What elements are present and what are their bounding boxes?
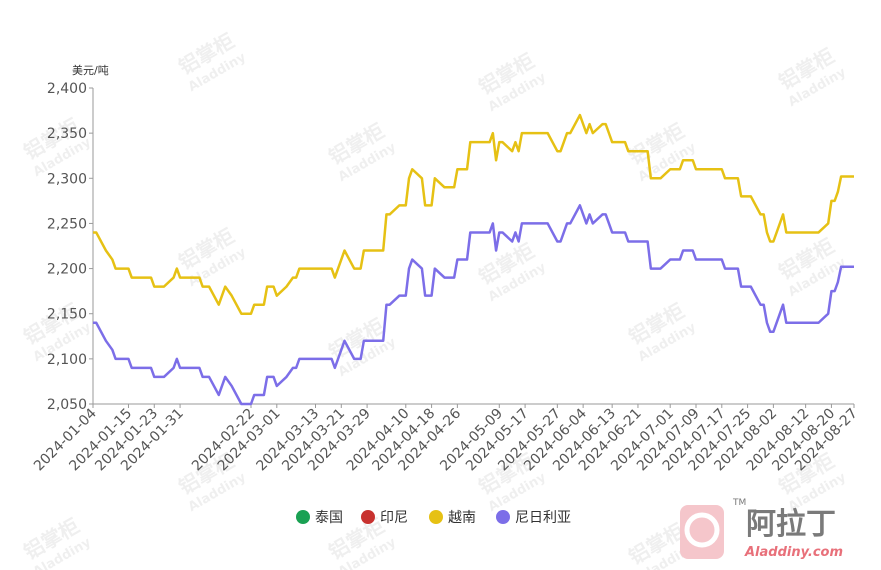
legend-item[interactable]: 印尼 [361, 510, 408, 526]
series-line[interactable] [93, 204, 854, 406]
y-tick-label: 2,350 [47, 126, 87, 142]
legend-item[interactable]: 越南 [429, 510, 476, 526]
logo-badge-ring-icon [684, 512, 720, 548]
logo-name-en: Aladdiny.com [744, 545, 843, 560]
x-axis-ticks: 2024-01-042024-01-152024-01-232024-01-31… [31, 404, 861, 474]
legend[interactable]: 泰国 印尼 越南 尼日利亚 [296, 510, 571, 526]
legend-label: 印尼 [380, 510, 408, 526]
logo-name-cn: 阿拉丁 [746, 507, 836, 542]
axes [92, 88, 854, 405]
y-tick-label: 2,050 [47, 397, 87, 413]
legend-item[interactable]: 泰国 [296, 510, 343, 526]
legend-label: 泰国 [315, 510, 343, 526]
series-lines [93, 113, 854, 406]
series-line[interactable] [93, 113, 854, 315]
legend-marker [496, 510, 510, 524]
y-axis-unit-label: 美元/吨 [72, 64, 109, 77]
legend-label: 越南 [448, 510, 476, 526]
legend-marker [361, 510, 375, 524]
y-tick-label: 2,150 [47, 307, 87, 323]
y-tick-label: 2,400 [47, 81, 87, 97]
legend-marker [296, 510, 310, 524]
y-tick-label: 2,250 [47, 216, 87, 232]
legend-marker [429, 510, 443, 524]
brand-logo: TM 阿拉丁 Aladdiny.com [680, 498, 843, 560]
y-tick-label: 2,300 [47, 171, 87, 187]
y-tick-label: 2,200 [47, 262, 87, 278]
legend-label: 尼日利亚 [515, 510, 571, 526]
y-axis-ticks: 2,050 2,100 2,150 2,200 2,250 2,300 2,350 2,400 [47, 81, 93, 413]
y-tick-label: 2,100 [47, 352, 87, 368]
logo-tm: TM [732, 498, 746, 508]
legend-item[interactable]: 尼日利亚 [496, 510, 571, 526]
